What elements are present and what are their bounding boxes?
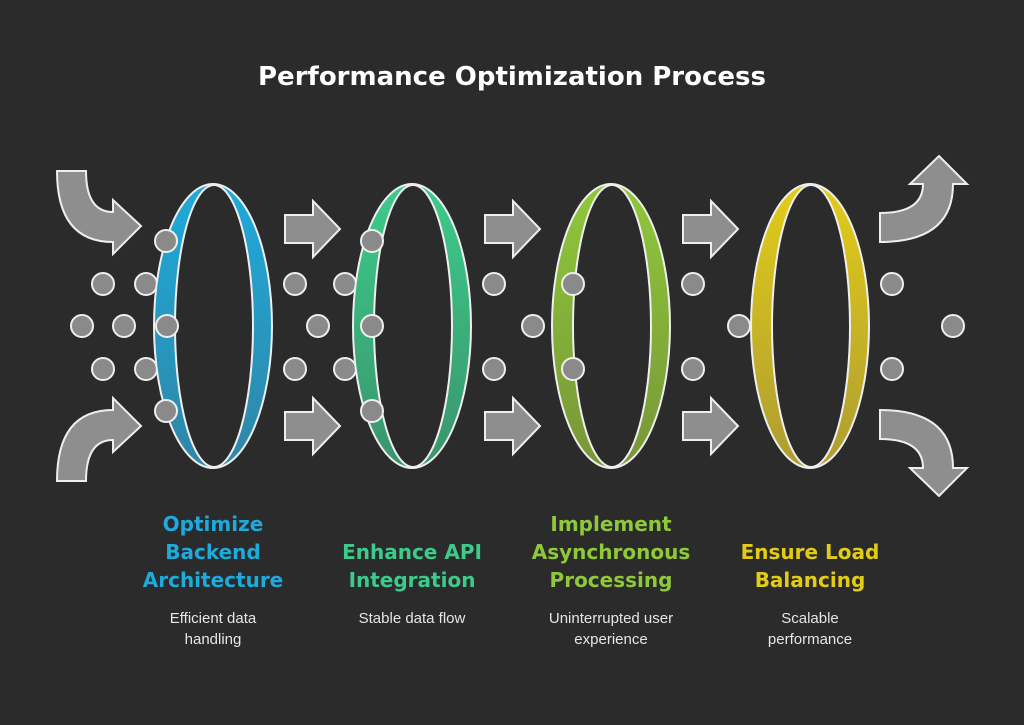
data-dot — [360, 399, 384, 423]
data-dot — [154, 399, 178, 423]
arrow-icon — [682, 395, 740, 457]
stage-description: Stable data flow — [312, 608, 512, 629]
data-dot — [681, 272, 705, 296]
stage-description: Efficient data handling — [113, 608, 313, 650]
stage-description: Scalable performance — [710, 608, 910, 650]
stage-1: Optimize Backend Architecture Efficient dat… — [113, 510, 313, 650]
stage-description-line: Stable data flow — [358, 610, 466, 627]
stage-label: Enhance API Integration — [312, 538, 512, 594]
data-dot — [727, 314, 751, 338]
stage-label-line: Integration — [348, 568, 476, 592]
stage-ring-1 — [153, 183, 273, 469]
page-title: Performance Optimization Process — [258, 62, 766, 92]
data-dot — [941, 314, 965, 338]
stage-description-line: Uninterrupted user — [548, 610, 674, 627]
data-dot — [561, 357, 585, 381]
data-dot — [155, 314, 179, 338]
data-dot — [333, 272, 357, 296]
stage-label-line: Optimize — [162, 512, 264, 536]
data-dot — [91, 272, 115, 296]
data-dot — [283, 357, 307, 381]
stage-ring-2 — [352, 183, 472, 469]
stage-description-line: Efficient data — [169, 610, 257, 627]
arrow-icon — [484, 395, 542, 457]
stage-label: Optimize Backend Architecture — [113, 510, 313, 594]
stage-label-line: Ensure Load — [740, 540, 880, 564]
stage-label-line: Implement — [550, 512, 672, 536]
data-dot — [134, 272, 158, 296]
stage-label-line: Balancing — [754, 568, 866, 592]
data-dot — [681, 357, 705, 381]
stage-label: Ensure Load Balancing — [710, 538, 910, 594]
data-dot — [154, 229, 178, 253]
arrow-icon — [682, 198, 740, 260]
stage-description-line: experience — [574, 631, 648, 648]
arrow-icon — [284, 395, 342, 457]
stage-description-line: performance — [767, 631, 853, 648]
arrow-icon — [484, 198, 542, 260]
data-dot — [880, 272, 904, 296]
data-dot — [306, 314, 330, 338]
data-dot — [283, 272, 307, 296]
stage-description-line: Scalable — [781, 610, 839, 627]
stage-ring-3 — [551, 183, 671, 469]
stage-3: Implement Asynchronous Processing Uninterru… — [511, 510, 711, 650]
stage-description: Uninterrupted user experience — [511, 608, 711, 650]
arrow-icon — [55, 170, 143, 257]
data-dot — [521, 314, 545, 338]
stage-label-line: Processing — [549, 568, 673, 592]
stage-label: Implement Asynchronous Processing — [511, 510, 711, 594]
arrow-icon — [879, 154, 970, 244]
arrow-icon — [55, 395, 143, 482]
arrow-icon — [284, 198, 342, 260]
stage-2: Enhance API Integration Stable data flow — [312, 538, 512, 629]
arrow-icon — [879, 408, 970, 498]
stage-label-line: Enhance API — [342, 540, 482, 564]
data-dot — [482, 272, 506, 296]
stage-ring-4 — [750, 183, 870, 469]
stage-description-line: handling — [184, 631, 242, 648]
data-dot — [91, 357, 115, 381]
data-dot — [482, 357, 506, 381]
data-dot — [880, 357, 904, 381]
stage-4: Ensure Load Balancing Scalable performance — [710, 538, 910, 650]
data-dot — [360, 314, 384, 338]
data-dot — [112, 314, 136, 338]
data-dot — [333, 357, 357, 381]
data-dot — [134, 357, 158, 381]
stage-label-line: Backend — [165, 540, 261, 564]
stage-label-line: Architecture — [142, 568, 284, 592]
data-dot — [561, 272, 585, 296]
data-dot — [70, 314, 94, 338]
data-dot — [360, 229, 384, 253]
stage-label-line: Asynchronous — [531, 540, 691, 564]
